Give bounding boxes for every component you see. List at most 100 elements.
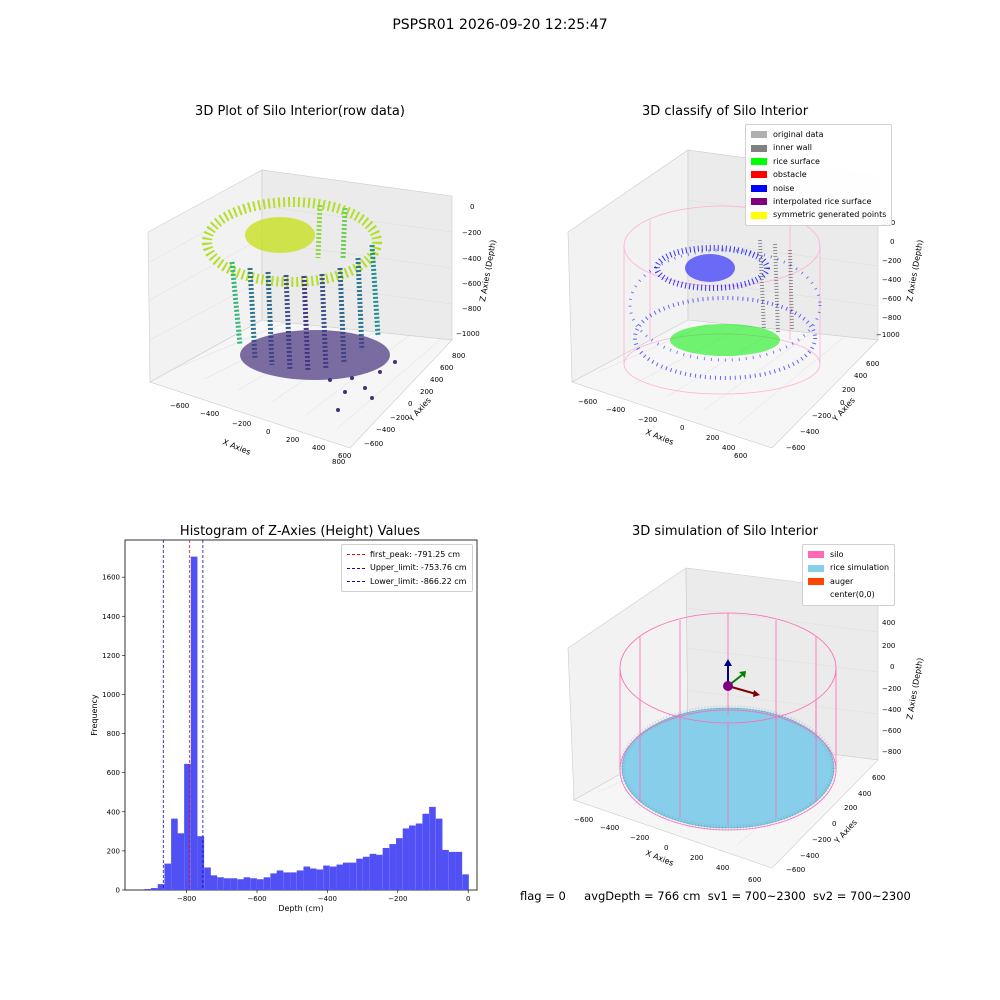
raw-point-cloud [202, 197, 397, 412]
tick-label: 800 [452, 352, 465, 360]
tick-label: −400 [882, 276, 901, 284]
simulation-plot-title: 3D simulation of Silo Interior [632, 524, 818, 539]
simulation-legend: silo rice simulation auger center(0,0) [802, 544, 896, 606]
y-tick-label: 600 [107, 769, 120, 777]
histogram-bar [250, 878, 257, 890]
legend-entry: Lower_limit: -866.22 cm [347, 575, 467, 588]
tick-label: 0 [664, 844, 668, 852]
legend-label: Lower_limit: -866.22 cm [370, 576, 467, 586]
classify-legend: original data inner wall rice surface obsta… [745, 124, 893, 226]
histogram-bar [184, 763, 191, 890]
tick-label: 600 [866, 360, 879, 368]
histogram-bar [422, 813, 430, 890]
legend-label: auger [830, 576, 854, 586]
tick-label: 600 [338, 452, 351, 460]
y-tick-label: 1600 [102, 574, 120, 582]
histogram-bar [144, 889, 151, 890]
histogram-bar [455, 851, 463, 890]
classify-y-ticks: 600 400 200 0 −200 −400 −600 [786, 360, 879, 452]
histogram-bar [309, 868, 317, 890]
histogram-title: Histogram of Z-Axies (Height) Values [179, 524, 421, 539]
histogram-bar [257, 879, 264, 890]
tick-label: −200 [812, 412, 831, 420]
tick-label: 200 [286, 436, 299, 444]
y-tick-label: 1400 [102, 613, 120, 621]
tick-label: −200 [882, 257, 901, 265]
histogram-bar [448, 851, 456, 890]
histogram-bar [190, 556, 198, 890]
tick-label: 600 [734, 452, 747, 460]
legend-entry: noise [751, 182, 886, 195]
histogram-bar [409, 825, 416, 890]
tick-label: 200 [882, 642, 895, 650]
legend-label: Upper_limit: -753.76 cm [370, 563, 467, 573]
x-tick-label: −200 [388, 895, 407, 903]
simulation-silo-wireframe [619, 612, 837, 831]
tick-label: 200 [706, 434, 719, 442]
histogram-legend: first_peak: -791.25 cm Upper_limit: -753.… [341, 544, 473, 593]
tick-label: 0 [266, 428, 270, 436]
legend-entry: first_peak: -791.25 cm [347, 548, 467, 561]
tick-label: −400 [600, 824, 619, 832]
tick-label: 0 [890, 663, 894, 671]
legend-swatch [808, 578, 824, 586]
tick-label: 400 [722, 444, 735, 452]
legend-swatch [751, 144, 767, 152]
flag-text: flag = 0 [520, 889, 566, 903]
legend-entry: original data [751, 128, 886, 141]
tick-label: −600 [574, 816, 593, 824]
legend-label: rice simulation [830, 563, 890, 573]
tick-label: −400 [882, 706, 901, 714]
histogram-bar [290, 872, 297, 890]
legend-label: center(0,0) [830, 590, 875, 600]
histogram-bar [157, 884, 165, 890]
legend-label: inner wall [773, 143, 813, 153]
histogram-bar [217, 877, 224, 890]
histogram-bar [462, 874, 469, 890]
tick-label: −600 [882, 295, 901, 303]
tick-label: −600 [786, 866, 805, 874]
sv2-text: sv2 = 700~2300 [812, 889, 911, 903]
tick-label: −200 [812, 836, 831, 844]
tick-label: 600 [748, 876, 761, 884]
legend-swatch [347, 567, 365, 569]
tick-label: 400 [858, 790, 871, 798]
tick-label: −200 [232, 420, 251, 428]
tick-label: 0 [680, 424, 684, 432]
status-footer: flag = 0 avgDepth = 766 cm sv1 = 700~230… [520, 889, 911, 903]
histogram-x-label: Depth (cm) [278, 904, 323, 913]
simulation-x-ticks: −600 −400 −200 0 200 400 600 [574, 816, 761, 884]
tick-label: 400 [882, 619, 895, 627]
raw-3d-axes-box [147, 169, 453, 449]
tick-label: −200 [462, 229, 481, 237]
legend-label: silo [830, 550, 844, 559]
legend-swatch [751, 131, 767, 139]
histogram-bar [204, 867, 211, 890]
raw-plot-title: 3D Plot of Silo Interior(row data) [195, 104, 405, 119]
tick-label: −200 [390, 414, 409, 422]
legend-swatch [751, 184, 767, 192]
tick-label: 0 [470, 203, 474, 211]
histogram-bar [296, 870, 304, 890]
classify-plot-title: 3D classify of Silo Interior [641, 104, 809, 119]
tick-label: −600 [882, 727, 901, 735]
histogram-bar [230, 878, 238, 890]
legend-label: rice surface [773, 156, 820, 166]
sv1-text: sv1 = 700~2300 [707, 889, 806, 903]
legend-label: original data [773, 130, 824, 139]
histogram-y-ticks: 0 200 400 600 800 1000 1200 1400 1600 [102, 574, 125, 895]
simulation-center-axes [723, 659, 760, 697]
legend-swatch [751, 158, 767, 166]
tick-label: 200 [690, 854, 703, 862]
tick-label: −400 [462, 255, 481, 263]
histogram-bar [362, 856, 370, 890]
histogram-bar [389, 844, 396, 890]
raw-x-ticks: −600 −400 −200 0 200 400 600 800 [170, 402, 351, 466]
tick-label: −200 [638, 416, 657, 424]
x-tick-label: −600 [247, 895, 266, 903]
tick-label: −400 [800, 852, 819, 860]
histogram-bar [270, 873, 277, 890]
histogram-bar [223, 878, 231, 890]
figure-title: PSPSR01 2026-09-20 12:25:47 [392, 17, 608, 33]
